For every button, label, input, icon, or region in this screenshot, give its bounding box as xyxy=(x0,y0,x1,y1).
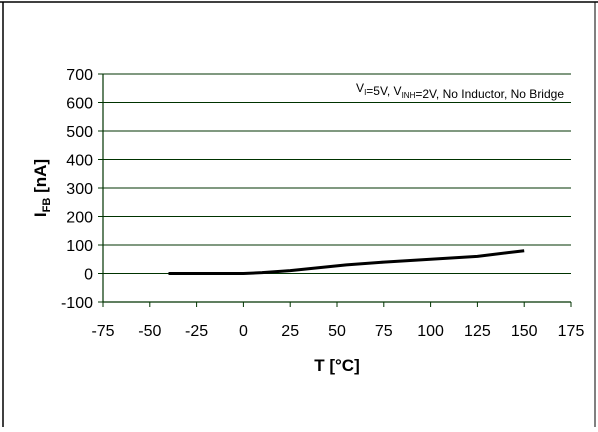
x-axis-title: T [°C] xyxy=(314,356,360,375)
y-tick-label: 100 xyxy=(66,238,93,255)
x-tick-label: -25 xyxy=(185,323,208,340)
y-tick-label: 700 xyxy=(66,67,93,84)
x-tick-label: 175 xyxy=(558,323,585,340)
y-tick-label: -100 xyxy=(61,295,93,312)
x-tick-label: 0 xyxy=(239,323,248,340)
series-layer xyxy=(168,249,525,275)
x-tick-label: 75 xyxy=(375,323,393,340)
y-tick-label: 500 xyxy=(66,124,93,141)
chart-annotation: VI=5V, VINH=2V, No Inductor, No Bridge xyxy=(356,81,564,101)
annotation-subscript: I xyxy=(364,88,366,97)
x-tick-label: -50 xyxy=(138,323,161,340)
axis-layer xyxy=(98,73,572,307)
series-line xyxy=(168,249,525,275)
annotation-subscript: INH xyxy=(402,91,416,100)
x-tick-label: 125 xyxy=(464,323,491,340)
x-tick-label: 150 xyxy=(511,323,538,340)
y-tick-label: 0 xyxy=(84,267,93,284)
x-tick-label: -75 xyxy=(91,323,114,340)
y-axis-title: IFB [nA] xyxy=(31,159,53,217)
x-tick-label: 50 xyxy=(328,323,346,340)
annotation-text: V xyxy=(356,81,364,95)
y-axis-title-subscript: FB xyxy=(41,198,53,213)
annotation-text: =2V, No Inductor, No Bridge xyxy=(415,87,564,101)
x-tick-label: 25 xyxy=(281,323,299,340)
annotation-text: =5V, V xyxy=(366,84,401,98)
y-tick-label: 600 xyxy=(66,96,93,113)
y-tick-label: 200 xyxy=(66,210,93,227)
grid-layer xyxy=(103,73,571,274)
label-layer: -100 0 100 200 300 400 500 600 700 -75 -50 -25 0 25 50… xyxy=(61,67,584,340)
x-tick-label: 100 xyxy=(417,323,444,340)
y-tick-label: 400 xyxy=(66,153,93,170)
y-tick-label: 300 xyxy=(66,181,93,198)
